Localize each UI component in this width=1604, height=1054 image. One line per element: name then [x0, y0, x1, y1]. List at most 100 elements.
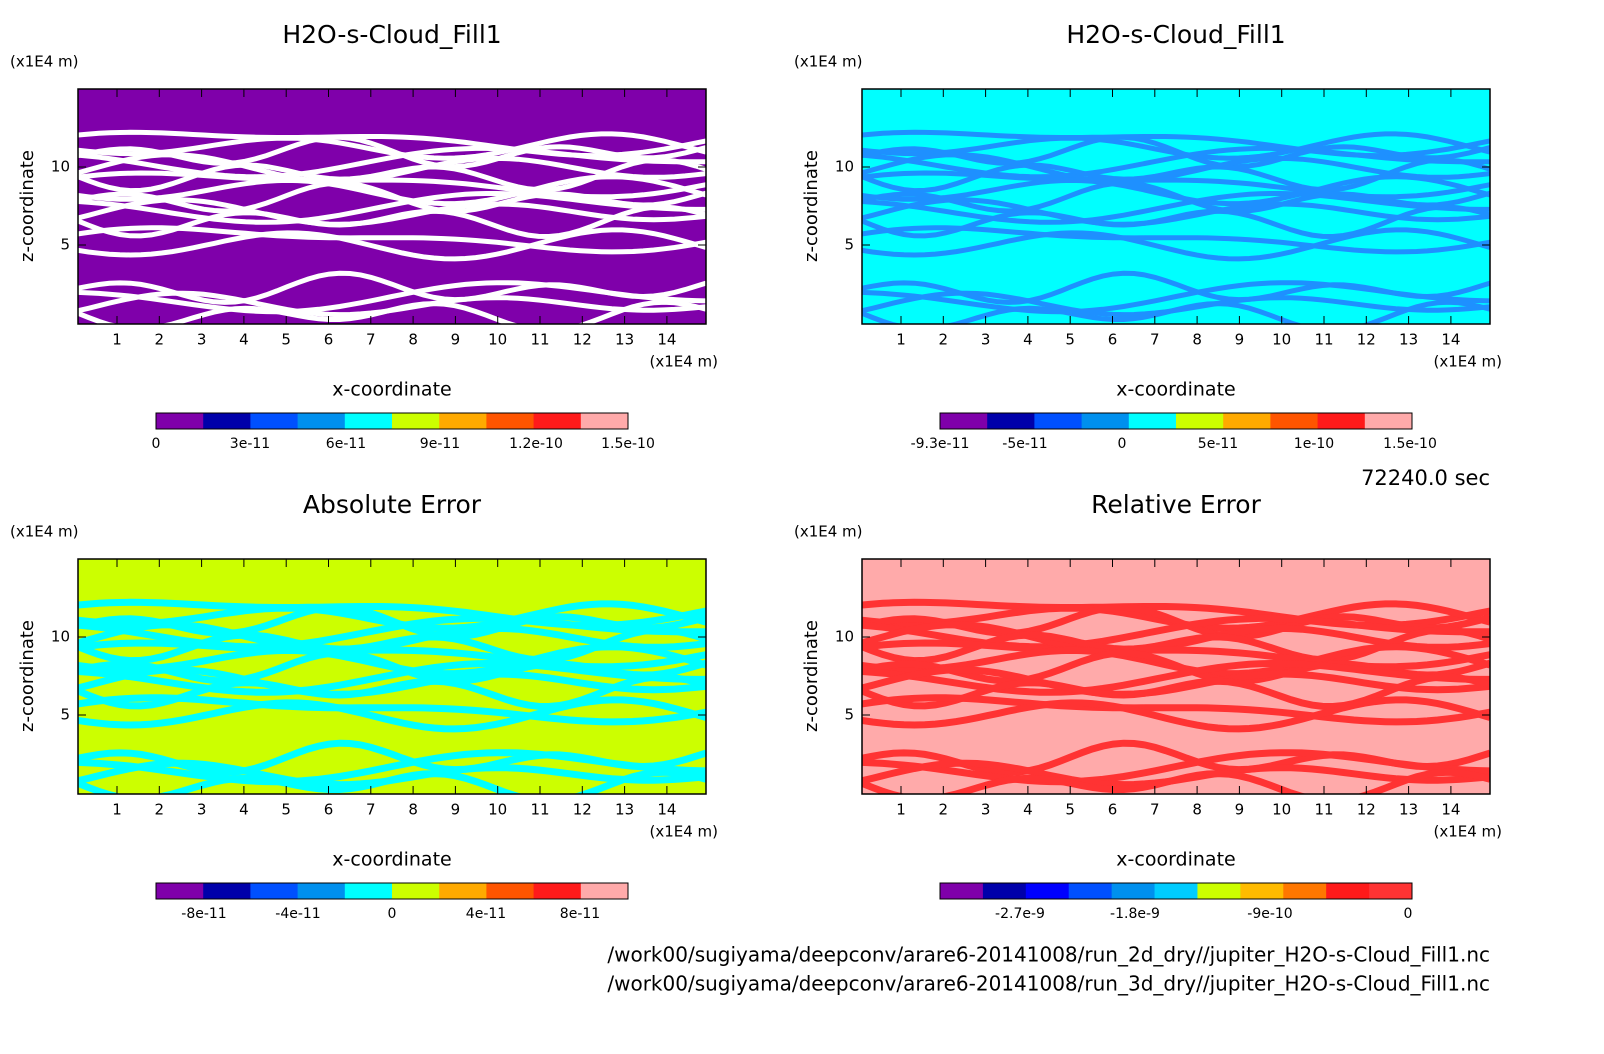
x-tick-label: 7	[366, 801, 376, 819]
colorbar-label: 6e-11	[326, 436, 366, 452]
x-tick-label: 9	[451, 801, 461, 819]
colorbar-frame	[155, 412, 629, 430]
x-axis-label: x-coordinate	[1116, 849, 1235, 871]
x-tick-label: 1	[896, 331, 906, 349]
field	[78, 89, 706, 324]
x-tick-label: 11	[1314, 331, 1333, 349]
colorbar-segment	[392, 413, 440, 429]
y-unit: (x1E4 m)	[794, 53, 863, 71]
colorbar-segment	[1270, 413, 1319, 429]
x-tick-label: 3	[981, 331, 991, 349]
x-tick-label: 10	[488, 331, 507, 349]
plot-frame	[77, 88, 707, 325]
x-tick-label: 2	[939, 331, 949, 349]
field-contour	[78, 280, 706, 315]
colorbar-label: 0	[1404, 906, 1413, 922]
x-tick-label: 8	[408, 801, 418, 819]
colorbar-segment	[1369, 883, 1413, 899]
colorbar-segment	[1223, 413, 1271, 429]
panel-title: H2O-s-Cloud_Fill1	[1066, 20, 1285, 49]
colorbar-segment	[580, 413, 629, 429]
field-contour	[78, 768, 706, 794]
x-axis-label: x-coordinate	[1116, 379, 1235, 401]
colorbar-frame	[939, 412, 1413, 430]
colorbar-segment	[1034, 413, 1083, 429]
x-tick-label: 11	[530, 801, 549, 819]
x-tick-label: 12	[1357, 331, 1376, 349]
colorbar-label: 1e-10	[1294, 436, 1334, 452]
x-tick-label: 4	[1023, 801, 1033, 819]
colorbar-segment	[203, 413, 251, 429]
colorbar-segment	[1240, 883, 1284, 899]
colorbar-label: 1.5e-10	[1383, 436, 1437, 452]
x-tick-label: 3	[197, 331, 207, 349]
x-tick-label: 13	[615, 331, 634, 349]
x-tick-label: 5	[281, 801, 291, 819]
x-tick-label: 1	[896, 801, 906, 819]
colorbar-segment	[1364, 413, 1413, 429]
colorbar-segment	[156, 413, 204, 429]
x-axis-label: x-coordinate	[332, 379, 451, 401]
field-contour	[862, 299, 1490, 324]
x-tick-label: 1	[112, 801, 122, 819]
colorbar-segment	[439, 413, 487, 429]
y-tick-label: 5	[844, 236, 854, 254]
field-contour	[862, 280, 1490, 315]
x-tick-label: 9	[1235, 801, 1245, 819]
x-tick-label: 4	[239, 331, 249, 349]
colorbar-segment	[533, 883, 582, 899]
colorbar-segment	[439, 883, 487, 899]
colorbar-label: -4e-11	[275, 906, 320, 922]
plot-frame	[861, 88, 1491, 325]
x-tick-label: 5	[1065, 331, 1075, 349]
colorbar-segment	[987, 413, 1035, 429]
field-contour	[862, 614, 1490, 651]
x-tick-label: 13	[615, 801, 634, 819]
field-contour	[862, 696, 1490, 733]
x-tick-label: 11	[530, 331, 549, 349]
colorbar-segment	[1197, 883, 1241, 899]
colorbar-label: 5e-11	[1198, 436, 1238, 452]
field-contour	[862, 749, 1490, 786]
x-tick-label: 11	[1314, 801, 1333, 819]
x-tick-label: 6	[324, 331, 334, 349]
x-tick-label: 8	[1192, 801, 1202, 819]
x-tick-label: 12	[573, 801, 592, 819]
field-contour	[862, 227, 1490, 262]
x-tick-label: 12	[573, 331, 592, 349]
field-contour	[78, 134, 706, 170]
colorbar-segment	[1283, 883, 1327, 899]
colorbar-label: -9e-10	[1247, 906, 1292, 922]
colorbar-segment	[156, 883, 204, 899]
x-tick-label: 14	[657, 331, 676, 349]
x-tick-label: 13	[1399, 801, 1418, 819]
x-tick-label: 14	[1441, 331, 1460, 349]
x-tick-label: 8	[1192, 331, 1202, 349]
x-tick-label: 10	[1272, 801, 1291, 819]
colorbar-label: 0	[152, 436, 161, 452]
time-label: 72240.0 sec	[1361, 466, 1490, 490]
field-contour	[78, 696, 706, 733]
colorbar-label: -1.8e-9	[1110, 906, 1160, 922]
colorbar-segment	[392, 883, 440, 899]
x-tick-label: 7	[366, 331, 376, 349]
file-path: /work00/sugiyama/deepconv/arare6-2014100…	[607, 972, 1490, 996]
colorbar-segment	[982, 883, 1027, 899]
x-tick-label: 8	[408, 331, 418, 349]
colorbar-label: -5e-11	[1002, 436, 1047, 452]
x-tick-label: 9	[451, 331, 461, 349]
colorbar-label: -9.3e-11	[911, 436, 970, 452]
colorbar-segment	[1154, 883, 1198, 899]
x-tick-label: 13	[1399, 331, 1418, 349]
field	[78, 559, 706, 794]
x-unit: (x1E4 m)	[1433, 353, 1502, 371]
colorbar-segment	[344, 413, 393, 429]
y-tick-label: 5	[844, 706, 854, 724]
x-tick-label: 7	[1150, 331, 1160, 349]
field-contour	[78, 180, 706, 214]
y-unit: (x1E4 m)	[794, 523, 863, 541]
x-tick-label: 4	[239, 801, 249, 819]
y-unit: (x1E4 m)	[10, 53, 79, 71]
y-tick-label: 10	[835, 628, 854, 646]
